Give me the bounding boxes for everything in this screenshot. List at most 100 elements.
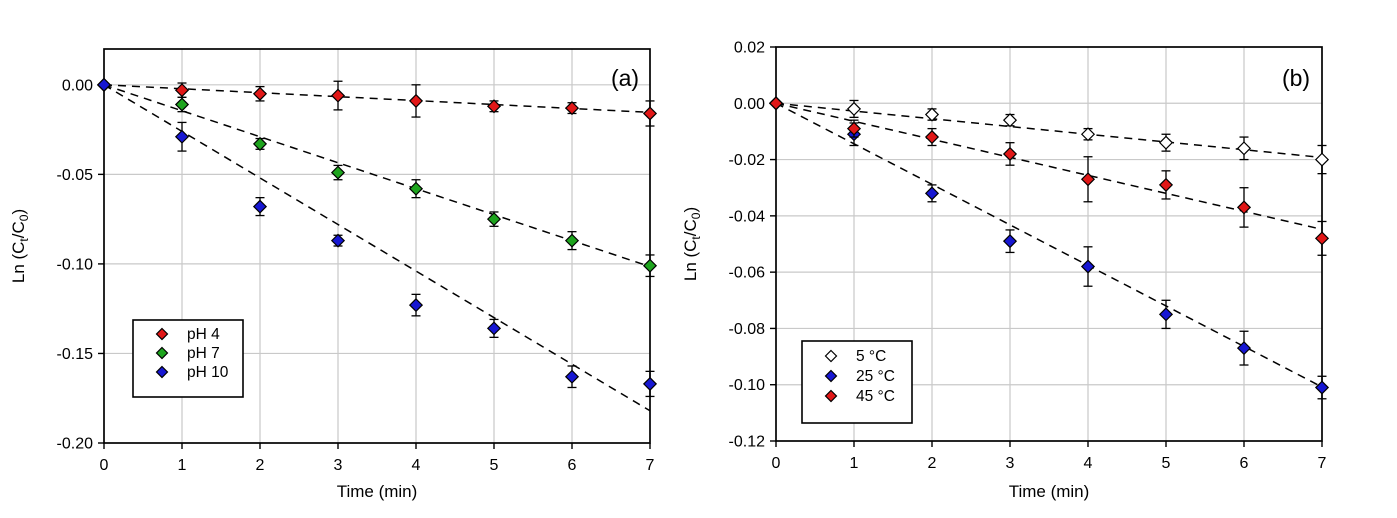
data-point-marker xyxy=(564,233,580,248)
data-point-marker xyxy=(642,376,658,391)
data-point-marker xyxy=(408,93,424,108)
legend-marker xyxy=(155,365,169,379)
data-point-marker xyxy=(96,77,112,92)
y-tick-label: 0.02 xyxy=(734,40,765,57)
data-point-marker xyxy=(330,165,346,180)
panel-label: (a) xyxy=(611,65,639,91)
trend-line xyxy=(103,84,651,268)
data-point-marker xyxy=(924,107,940,122)
y-tick-label: -0.10 xyxy=(729,377,766,394)
x-tick-label: 1 xyxy=(850,455,859,472)
panel-label: (b) xyxy=(1282,65,1310,91)
y-tick-label: -0.06 xyxy=(729,265,766,282)
y-tick-label: 0.00 xyxy=(62,77,93,94)
data-point-marker xyxy=(564,369,580,384)
data-point-marker xyxy=(486,99,502,114)
y-axis-title: Ln (Ct/C0) xyxy=(9,209,31,283)
legend-box xyxy=(132,319,244,398)
legend-box xyxy=(801,340,913,424)
data-point-marker xyxy=(1236,200,1252,215)
legend-marker xyxy=(824,389,838,403)
legend-label: pH 10 xyxy=(187,364,229,381)
data-point-marker xyxy=(330,233,346,248)
trend-line xyxy=(103,84,651,114)
data-point-marker xyxy=(846,101,862,116)
legend-marker xyxy=(155,327,169,341)
panel-b: 0 1 2 3 4 5 6 7 0.02 0.00 -0.02 -0.04 -0.06 -0.08 -0.1… xyxy=(681,40,1330,501)
x-tick-label: 7 xyxy=(646,457,655,474)
x-tick-label: 5 xyxy=(490,457,499,474)
legend-marker xyxy=(824,369,838,383)
plot-area-border xyxy=(103,48,651,444)
legend-marker xyxy=(155,346,169,360)
data-point-marker xyxy=(408,181,424,196)
data-point-marker xyxy=(1158,177,1174,192)
data-point-marker xyxy=(1080,172,1096,187)
legend-label: pH 7 xyxy=(187,345,220,362)
trend-line xyxy=(775,102,1323,388)
x-tick-label: 7 xyxy=(1318,455,1327,472)
legend-label: pH 4 xyxy=(187,326,220,343)
series-ph-4 xyxy=(96,77,658,127)
x-tick-label: 3 xyxy=(334,457,343,474)
data-point-marker xyxy=(1236,141,1252,156)
y-tick-label: 0.00 xyxy=(734,96,765,113)
legend-label: 25 °C xyxy=(856,368,895,385)
data-point-marker xyxy=(408,298,424,313)
data-point-marker xyxy=(486,321,502,336)
data-point-marker xyxy=(1002,234,1018,249)
trend-line xyxy=(103,84,651,412)
trend-line xyxy=(775,102,1323,231)
y-tick-label: -0.10 xyxy=(57,256,94,273)
data-point-marker xyxy=(486,212,502,227)
y-tick-label: -0.02 xyxy=(729,152,766,169)
x-tick-label: 6 xyxy=(1240,455,1249,472)
data-point-marker xyxy=(1002,113,1018,128)
x-tick-label: 5 xyxy=(1162,455,1171,472)
data-point-marker xyxy=(1080,259,1096,274)
data-point-marker xyxy=(642,258,658,273)
x-tick-label: 1 xyxy=(178,457,187,474)
data-point-marker xyxy=(1236,341,1252,356)
x-tick-label: 0 xyxy=(772,455,781,472)
y-tick-label: -0.08 xyxy=(729,321,766,338)
legend-label: 45 °C xyxy=(856,388,895,405)
x-tick-label: 2 xyxy=(256,457,265,474)
data-point-marker xyxy=(252,86,268,101)
x-tick-label: 0 xyxy=(100,457,109,474)
data-point-marker xyxy=(252,199,268,214)
legend-marker xyxy=(824,349,838,363)
data-point-marker xyxy=(252,136,268,151)
data-point-marker xyxy=(1314,231,1330,246)
data-point-marker xyxy=(1158,307,1174,322)
x-tick-label: 4 xyxy=(1084,455,1093,472)
y-tick-label: -0.04 xyxy=(729,208,766,225)
y-tick-label: -0.20 xyxy=(57,436,94,453)
data-point-marker xyxy=(846,121,862,136)
series-ph-7 xyxy=(96,77,658,278)
data-point-marker xyxy=(642,106,658,121)
data-point-marker xyxy=(564,101,580,116)
data-point-marker xyxy=(174,97,190,112)
y-tick-label: -0.15 xyxy=(57,346,94,363)
data-point-marker xyxy=(1314,380,1330,395)
legend-label: 5 °C xyxy=(856,348,886,365)
data-point-marker xyxy=(924,130,940,145)
data-point-marker xyxy=(174,129,190,144)
y-axis-title: Ln (Ct/C0) xyxy=(681,207,703,281)
data-point-marker xyxy=(1314,152,1330,167)
x-tick-label: 6 xyxy=(568,457,577,474)
x-tick-label: 4 xyxy=(412,457,421,474)
data-point-marker xyxy=(924,186,940,201)
panel-a: 0 1 2 3 4 5 6 7 0.00 -0.05 -0.10 -0.15 -0.20 pH 4 pH 7… xyxy=(9,48,658,501)
series-45-°c xyxy=(768,96,1330,256)
data-point-marker xyxy=(1002,146,1018,161)
series-ph-10 xyxy=(96,77,658,398)
data-point-marker xyxy=(1080,127,1096,142)
x-tick-label: 2 xyxy=(928,455,937,472)
y-tick-label: -0.12 xyxy=(729,434,766,451)
x-axis-title: Time (min) xyxy=(1009,482,1090,501)
data-point-marker xyxy=(174,83,190,98)
